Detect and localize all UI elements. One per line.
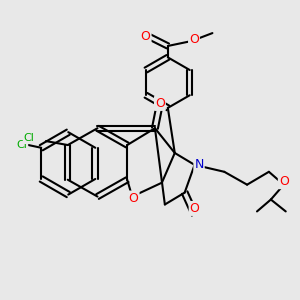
Text: Cl: Cl [24,133,34,143]
Text: O: O [190,202,200,215]
Text: O: O [279,175,289,188]
Text: N: N [194,158,204,171]
Text: O: O [141,30,151,43]
Text: O: O [129,192,139,205]
Text: O: O [155,97,165,110]
Text: O: O [189,33,199,46]
Text: Cl: Cl [16,140,27,150]
